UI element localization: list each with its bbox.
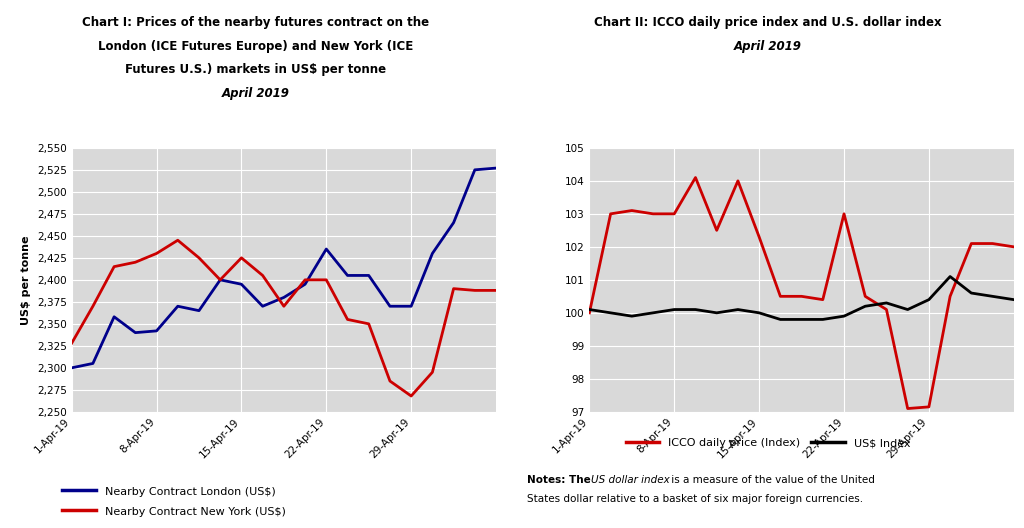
Text: London (ICE Futures Europe) and New York (ICE: London (ICE Futures Europe) and New York… [98,40,414,53]
Text: Chart II: ICCO daily price index and U.S. dollar index: Chart II: ICCO daily price index and U.S… [594,16,942,29]
Text: is a measure of the value of the United: is a measure of the value of the United [668,475,874,485]
Text: April 2019: April 2019 [734,40,802,53]
Text: Chart I: Prices of the nearby futures contract on the: Chart I: Prices of the nearby futures co… [83,16,429,29]
Text: April 2019: April 2019 [222,87,290,100]
Text: Futures U.S.) markets in US$ per tonne: Futures U.S.) markets in US$ per tonne [125,63,387,77]
Text: States dollar relative to a basket of six major foreign currencies.: States dollar relative to a basket of si… [527,494,863,504]
Text: US dollar index: US dollar index [591,475,670,485]
Legend: ICCO daily price (Index), US$ Index: ICCO daily price (Index), US$ Index [621,431,915,454]
Y-axis label: US$ per tonne: US$ per tonne [22,235,32,325]
Legend: Nearby Contract London (US$), Nearby Contract New York (US$): Nearby Contract London (US$), Nearby Con… [56,479,291,522]
Text: Notes: The: Notes: The [527,475,595,485]
